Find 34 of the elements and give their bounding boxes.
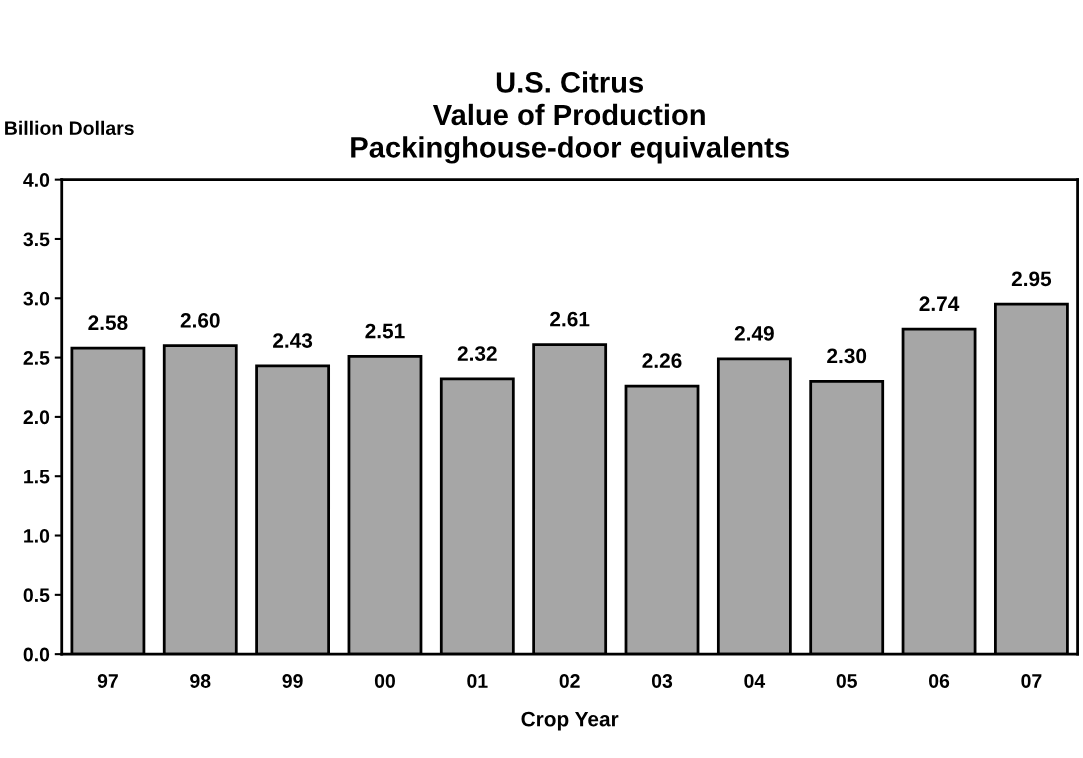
x-tick-label: 00 (374, 674, 395, 688)
x-axis-title: Crop Year (521, 711, 619, 731)
x-tick-label: 07 (1021, 674, 1042, 688)
y-axis-title: Billion Dollars (5, 120, 134, 136)
x-tick-label: 03 (651, 674, 673, 688)
y-tick-label: 1.0 (24, 528, 50, 543)
x-tick-label: 98 (190, 674, 211, 688)
y-tick-label: 3.0 (23, 291, 50, 306)
data-label: 2.49 (734, 326, 774, 341)
x-tick-label: 06 (929, 674, 950, 688)
data-label: 2.61 (550, 311, 590, 327)
y-tick-label: 2.0 (23, 410, 50, 425)
y-tick-label: 0.0 (23, 647, 50, 662)
data-label: 2.95 (1011, 271, 1052, 287)
x-tick-label: 01 (467, 674, 488, 688)
x-tick-label: 04 (744, 674, 766, 688)
data-label: 2.60 (180, 312, 220, 328)
chart-title: U.S. Citrus Value of Production Packinghouse-door equivalents (351, 71, 789, 164)
data-label: 2.30 (827, 348, 867, 364)
data-label: 2.51 (365, 323, 405, 339)
y-tick-label: 2.5 (23, 351, 50, 365)
y-tick-label: 0.5 (23, 588, 50, 603)
y-tick-label: 3.5 (23, 232, 50, 247)
data-label: 2.74 (919, 296, 960, 311)
x-tick-label: 05 (836, 674, 857, 688)
data-label: 2.58 (88, 315, 128, 331)
x-tick-label: 02 (559, 674, 580, 688)
data-label: 2.26 (642, 353, 682, 369)
y-tick-label: 4.0 (23, 173, 50, 187)
x-tick-label: 99 (282, 674, 303, 688)
x-tick-label: 97 (97, 674, 118, 688)
y-tick-label: 1.5 (24, 469, 50, 484)
data-label: 2.43 (273, 333, 313, 348)
data-label: 2.32 (457, 346, 497, 361)
